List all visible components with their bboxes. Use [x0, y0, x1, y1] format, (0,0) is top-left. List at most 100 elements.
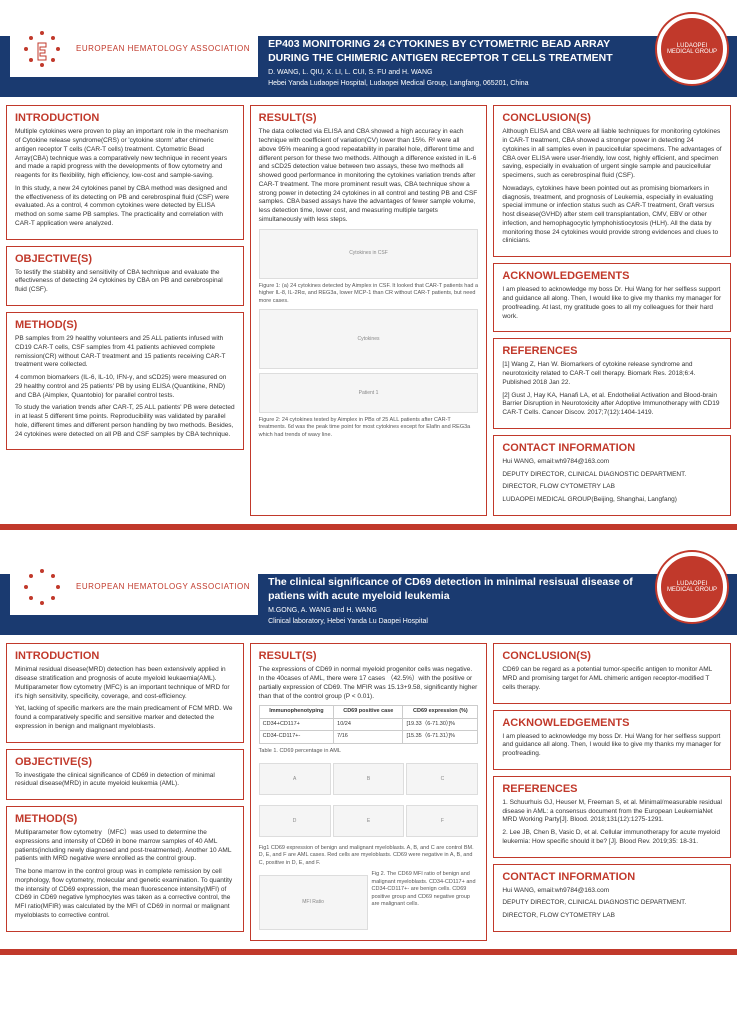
scatter-b-icon: B — [333, 763, 405, 795]
poster1-conclusions: CONCLUSION(S) Although ELISA and CBA wer… — [493, 105, 731, 257]
ref2: [2] Gust J, Hay KA, Hanafi LA, et al. En… — [502, 392, 722, 418]
tbl-r2c3: [15.35（6-71.31）]% — [403, 731, 478, 743]
poster1-col-left: INTRODUCTION Multiple cytokines were pro… — [6, 105, 244, 516]
tbl-r2c2: 7/16 — [334, 731, 403, 743]
scatter-e-icon: E — [333, 805, 405, 837]
meth-p2: 4 common biomarkers (IL-6, IL-10, IFN-γ,… — [15, 374, 235, 400]
scatter-d-icon: D — [259, 805, 331, 837]
section-title: METHOD(S) — [15, 813, 235, 825]
poster2-title: The clinical significance of CD69 detect… — [268, 576, 647, 603]
res-p1: The data collected via ELISA and CBA sho… — [259, 128, 479, 224]
section-title: RESULT(S) — [259, 650, 479, 662]
section-title: CONCLUSION(S) — [502, 112, 722, 124]
section-title: INTRODUCTION — [15, 650, 235, 662]
tbl-r1c2: 10/24 — [334, 718, 403, 730]
intro-p1: Minimal residual disease(MRD) detection … — [15, 666, 235, 701]
obj-body: To testify the stability and sensitivity… — [15, 269, 235, 295]
poster1-refs: REFERENCES [1] Wang Z, Han W. Biomarkers… — [493, 338, 731, 429]
meth-p1: PB samples from 29 healthy volunteers an… — [15, 335, 235, 370]
scatter-a-icon: A — [259, 763, 331, 795]
tbl-h3: CD69 expression (%) — [403, 706, 478, 718]
poster1-objectives: OBJECTIVE(S) To testify the stability an… — [6, 246, 244, 306]
poster2-body: INTRODUCTION Minimal residual disease(MR… — [0, 635, 737, 949]
section-title: RESULT(S) — [259, 112, 479, 124]
contact-l4: LUDAOPEI MEDICAL GROUP(Beijing, Shanghai… — [502, 496, 722, 505]
tbl-h1: Immunophenotyping — [259, 706, 333, 718]
contact-l2: DEPUTY DIRECTOR, CLINICAL DIAGNOSTIC DEP… — [502, 899, 722, 908]
section-title: OBJECTIVE(S) — [15, 756, 235, 768]
conc-p2: Nowadays, cytokines have been pointed ou… — [502, 185, 722, 246]
section-title: REFERENCES — [502, 783, 722, 795]
section-title: ACKNOWLEDGEMENTS — [502, 270, 722, 282]
poster-1: EUROPEAN HEMATOLOGY ASSOCIATION EP403 MO… — [0, 0, 737, 530]
tbl-r1c3: [19.33（6-71.30）]% — [403, 718, 478, 730]
section-title: METHOD(S) — [15, 319, 235, 331]
eha-logo: EUROPEAN HEMATOLOGY ASSOCIATION — [10, 559, 258, 615]
poster2-refs: REFERENCES 1. Schuurhuis GJ, Heuser M, F… — [493, 776, 731, 858]
poster1-title-block: EP403 MONITORING 24 CYTOKINES BY CYTOMET… — [258, 34, 657, 93]
poster1-intro: INTRODUCTION Multiple cytokines were pro… — [6, 105, 244, 239]
poster2-authors: M.GONG, A. WANG and H. WANG — [268, 607, 647, 614]
eha-name: EUROPEAN HEMATOLOGY ASSOCIATION — [76, 582, 250, 592]
poster2-col-right: CONCLUSION(S) CD69 can be regard as a po… — [493, 643, 731, 941]
section-title: OBJECTIVE(S) — [15, 253, 235, 265]
meth-p2: The bone marrow in the control group was… — [15, 868, 235, 921]
poster2-affil: Clinical laboratory, Hebei Yanda Lu Daop… — [268, 618, 647, 625]
intro-p2: Yet, lacking of specific markers are the… — [15, 705, 235, 731]
poster1-col-right: CONCLUSION(S) Although ELISA and CBA wer… — [493, 105, 731, 516]
contact-l3: DIRECTOR, FLOW CYTOMETRY LAB — [502, 483, 722, 492]
section-title: ACKNOWLEDGEMENTS — [502, 717, 722, 729]
poster1-ack: ACKNOWLEDGEMENTS I am pleased to acknowl… — [493, 263, 731, 332]
ack-body: I am pleased to acknowledge my boss Dr. … — [502, 733, 722, 759]
section-title: CONTACT INFORMATION — [502, 871, 722, 883]
eha-stars-icon — [18, 25, 66, 73]
scatter-f-icon: F — [406, 805, 478, 837]
fig1-chart-icon: Cytokines in CSF — [259, 229, 479, 279]
section-title: INTRODUCTION — [15, 112, 235, 124]
fig1-caption: Fig1 CD69 expression of benign and malig… — [259, 845, 479, 867]
contact-l1: Hui WANG, email:wh9784@163.com — [502, 458, 722, 467]
meth-p3: To study the variation trends after CAR-… — [15, 404, 235, 439]
section-title: CONCLUSION(S) — [502, 650, 722, 662]
fig2b-chart-icon: Patient 1 — [259, 373, 479, 413]
poster2-footer-bar — [0, 949, 737, 955]
poster1-contact: CONTACT INFORMATION Hui WANG, email:wh97… — [493, 435, 731, 516]
eha-logo: EUROPEAN HEMATOLOGY ASSOCIATION — [10, 21, 258, 77]
obj-body: To investigate the clinical significance… — [15, 772, 235, 790]
meth-p1: Multiparameter flow cytometry （MFC）was u… — [15, 829, 235, 864]
intro-p1: Multiple cytokines were proven to play a… — [15, 128, 235, 181]
ludaopei-badge-icon: LUDAOPEI MEDICAL GROUP — [657, 14, 727, 84]
poster2-conclusions: CONCLUSION(S) CD69 can be regard as a po… — [493, 643, 731, 703]
scatter-c-icon: C — [406, 763, 478, 795]
fig1-caption: Figure 1: (a) 24 cytokines detected by A… — [259, 283, 479, 305]
eha-stars-icon — [18, 563, 66, 611]
fig2-caption: Figure 2: 24 cytokines tested by Aimplex… — [259, 417, 479, 439]
tbl-caption: Table 1. CD69 percentage in AML — [259, 748, 479, 755]
tbl-h2: CD69 positive case — [334, 706, 403, 718]
ref2: 2. Lee JB, Chen B, Vasic D, et al. Cellu… — [502, 829, 722, 847]
poster1-authors: D. WANG, L. QIU, X. LI, L. CUI, S. FU an… — [268, 69, 647, 76]
poster2-results: RESULT(S) The expressions of CD69 in nor… — [250, 643, 488, 941]
poster1-footer-bar — [0, 524, 737, 530]
ref1: [1] Wang Z, Han W. Biomarkers of cytokin… — [502, 361, 722, 387]
fig2-caption: Fig 2. The CD69 MFI ratio of benign and … — [372, 871, 479, 908]
poster2-contact: CONTACT INFORMATION Hui WANG, email:wh97… — [493, 864, 731, 932]
poster1-affil: Hebei Yanda Ludaopei Hospital, Ludaopei … — [268, 80, 647, 87]
poster2-objectives: OBJECTIVE(S) To investigate the clinical… — [6, 749, 244, 801]
tbl-r2c1: CD34-CD117+- — [259, 731, 333, 743]
ref1: 1. Schuurhuis GJ, Heuser M, Freeman S, e… — [502, 799, 722, 825]
poster2-title-block: The clinical significance of CD69 detect… — [258, 572, 657, 631]
poster2-header: EUROPEAN HEMATOLOGY ASSOCIATION The clin… — [0, 538, 737, 635]
fig2-chart-icon: Cytokines — [259, 309, 479, 369]
mfi-ratio-chart-icon: MFI Ratio — [259, 875, 368, 930]
section-title: CONTACT INFORMATION — [502, 442, 722, 454]
poster2-intro: INTRODUCTION Minimal residual disease(MR… — [6, 643, 244, 742]
poster2-col-left: INTRODUCTION Minimal residual disease(MR… — [6, 643, 244, 941]
poster1-results: RESULT(S) The data collected via ELISA a… — [250, 105, 488, 516]
ack-body: I am pleased to acknowledge my boss Dr. … — [502, 286, 722, 321]
poster1-body: INTRODUCTION Multiple cytokines were pro… — [0, 97, 737, 524]
intro-p2: In this study, a new 24 cytokines panel … — [15, 185, 235, 229]
ludaopei-badge-icon: LUDAOPEI MEDICAL GROUP — [657, 552, 727, 622]
eha-name: EUROPEAN HEMATOLOGY ASSOCIATION — [76, 44, 250, 54]
contact-l2: DEPUTY DIRECTOR, CLINICAL DIAGNOSTIC DEP… — [502, 471, 722, 480]
